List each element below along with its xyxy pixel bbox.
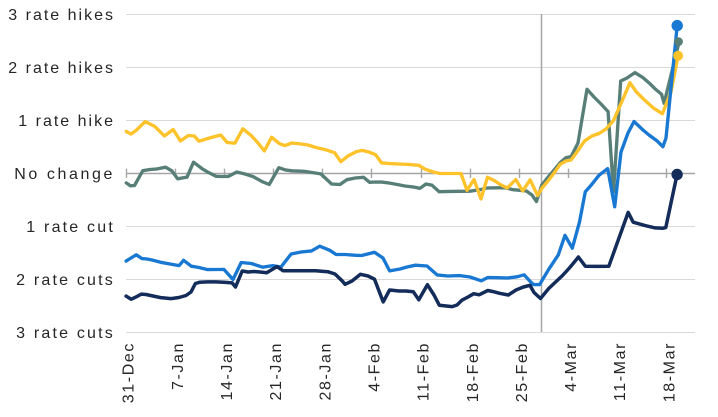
svg-text:2 rate hikes: 2 rate hikes [8, 60, 115, 77]
svg-text:1 rate cut: 1 rate cut [26, 219, 115, 236]
svg-text:11-Feb: 11-Feb [416, 342, 433, 401]
svg-text:2 rate cuts: 2 rate cuts [16, 272, 115, 289]
svg-text:1 rate hike: 1 rate hike [18, 113, 115, 130]
svg-text:25-Feb: 25-Feb [514, 342, 531, 402]
svg-text:11-Mar: 11-Mar [612, 342, 629, 401]
svg-text:7-Jan: 7-Jan [170, 342, 187, 390]
svg-text:18-Feb: 18-Feb [465, 342, 482, 402]
svg-text:3 rate cuts: 3 rate cuts [16, 325, 115, 342]
svg-text:3 rate hikes: 3 rate hikes [8, 7, 115, 24]
svg-text:4-Mar: 4-Mar [563, 342, 580, 392]
svg-text:4-Feb: 4-Feb [366, 342, 383, 392]
svg-text:No change: No change [14, 166, 115, 183]
svg-text:28-Jan: 28-Jan [317, 342, 334, 401]
svg-text:21-Jan: 21-Jan [268, 342, 285, 401]
svg-text:31-Dec: 31-Dec [121, 342, 138, 403]
svg-text:18-Mar: 18-Mar [661, 342, 678, 402]
svg-text:14-Jan: 14-Jan [219, 342, 236, 401]
